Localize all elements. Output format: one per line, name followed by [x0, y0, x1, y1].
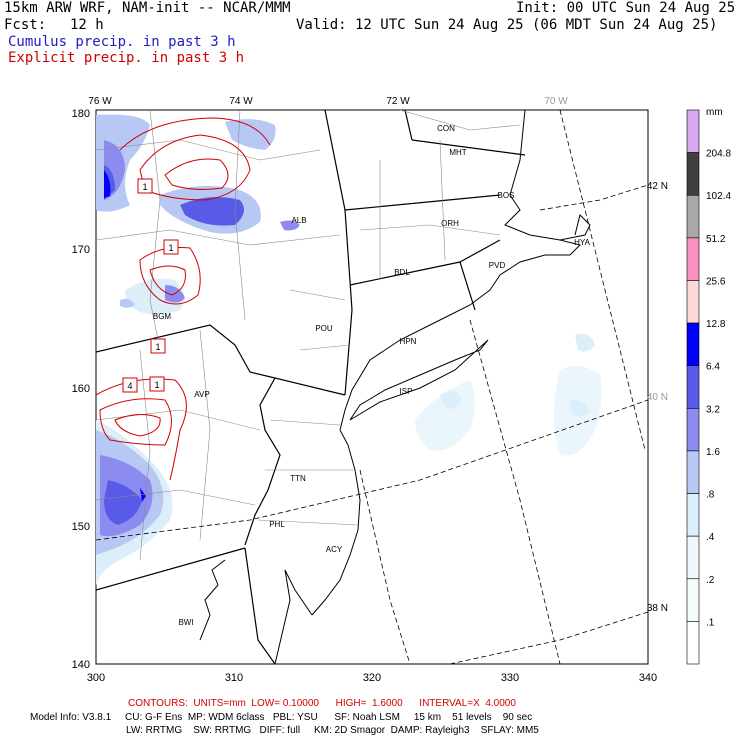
city-label: BDL: [394, 268, 410, 277]
x-tick-label: 330: [501, 672, 519, 684]
legend-level-label: 102.4: [706, 191, 731, 202]
city-label: BWI: [178, 618, 193, 627]
legend-level-label: 6.4: [706, 362, 720, 373]
y-tick-label: 140: [72, 659, 90, 671]
legend-swatch: [686, 365, 700, 409]
legend-level-label: 1.6: [706, 447, 720, 458]
init-time: Init: 00 UTC Sun 24 Aug 25: [516, 0, 736, 16]
x-tick-label: 340: [639, 672, 657, 684]
contour-label: 4: [127, 381, 132, 391]
legend-level-label: 25.6: [706, 276, 726, 287]
city-label: ORH: [441, 219, 459, 228]
legend-level-label: 3.2: [706, 404, 720, 415]
city-label: ISP: [400, 387, 413, 396]
legend-swatch: [686, 450, 700, 494]
latitude-label: 38 N: [647, 603, 668, 614]
legend-swatch: [686, 194, 700, 239]
legend-level-label: .4: [706, 532, 715, 543]
city-label: HPN: [400, 337, 417, 346]
city-label: POU: [315, 324, 333, 333]
contour-label: 1: [154, 380, 159, 390]
y-tick-label: 170: [72, 244, 90, 256]
x-tick-label: 300: [87, 672, 105, 684]
contour-label-box: [150, 338, 166, 354]
city-label: ACY: [326, 545, 343, 554]
explicit-precip-caption: Explicit precip. in past 3 h: [8, 50, 245, 66]
lat-lon-grid: [96, 110, 648, 664]
forecast-hour-value: 12 h: [70, 17, 104, 33]
legend-level-label: .1: [706, 617, 715, 628]
legend-swatch: [686, 621, 700, 665]
contour-label-box: [122, 377, 138, 393]
legend-swatch: [686, 322, 700, 366]
contour-label-box: [163, 239, 179, 255]
contours-info: CONTOURS: UNITS=mm LOW= 0.10000 HIGH= 1.…: [128, 698, 516, 709]
legend-swatch: [686, 493, 700, 537]
legend-swatch: [686, 578, 700, 622]
legend-swatch: [686, 535, 700, 580]
city-label: ALB: [291, 216, 306, 225]
state-boundaries: [96, 110, 526, 664]
legend-swatch: [686, 408, 700, 452]
city-label: BGM: [153, 312, 172, 321]
y-tick-label: 160: [72, 383, 90, 395]
legend-level-label: .8: [706, 490, 715, 501]
valid-time: Valid: 12 UTC Sun 24 Aug 25 (06 MDT Sun …: [296, 17, 718, 33]
city-label: AVP: [194, 390, 209, 399]
x-tick-label: 310: [225, 672, 243, 684]
legend-level-label: 51.2: [706, 234, 726, 245]
city-label: HYA: [574, 238, 591, 247]
y-tick-label: 150: [72, 521, 90, 533]
city-label: PHL: [269, 520, 285, 529]
contour-label: 1: [168, 243, 173, 253]
city-label: PVD: [489, 261, 506, 270]
longitude-label: 72 W: [386, 96, 410, 107]
longitude-label: 74 W: [229, 96, 253, 107]
contour-label-box: [149, 376, 165, 392]
city-label: CON: [437, 124, 455, 133]
contour-label-box: [137, 178, 153, 194]
city-label: BOS: [498, 191, 515, 200]
legend-swatch: [686, 109, 700, 153]
cumulus-precip-caption: Cumulus precip. in past 3 h: [8, 34, 236, 50]
longitude-label: 76 W: [88, 96, 112, 107]
legend-level-label: 204.8: [706, 149, 731, 160]
legend-swatch: [686, 280, 700, 324]
model-info-line-1: Model Info: V3.8.1 CU: G-F Ens MP: WDM 6…: [30, 712, 533, 723]
legend-swatch: [686, 237, 700, 281]
coastline: [199, 110, 591, 664]
x-tick-label: 320: [363, 672, 381, 684]
cumulus-shading: [96, 114, 602, 585]
longitude-label: 70 W: [544, 96, 568, 107]
model-info-line-2: LW: RRTMG SW: RRTMG DIFF: full KM: 2D Sm…: [126, 725, 539, 736]
forecast-hour-label: Fcst:: [4, 17, 47, 33]
legend-unit: mm: [706, 107, 723, 118]
contour-label: 1: [155, 342, 160, 352]
legend-level-label: .2: [706, 575, 715, 586]
legend-swatch: [686, 152, 700, 196]
city-label: TTN: [290, 474, 306, 483]
latitude-label: 40 N: [647, 392, 668, 403]
legend-level-label: 12.8: [706, 319, 726, 330]
contour-label: 1: [142, 182, 147, 192]
city-label: MHT: [449, 148, 466, 157]
y-tick-label: 180: [72, 108, 90, 120]
latitude-label: 42 N: [647, 181, 668, 192]
model-title: 15km ARW WRF, NAM-init -- NCAR/MMM: [4, 0, 291, 16]
